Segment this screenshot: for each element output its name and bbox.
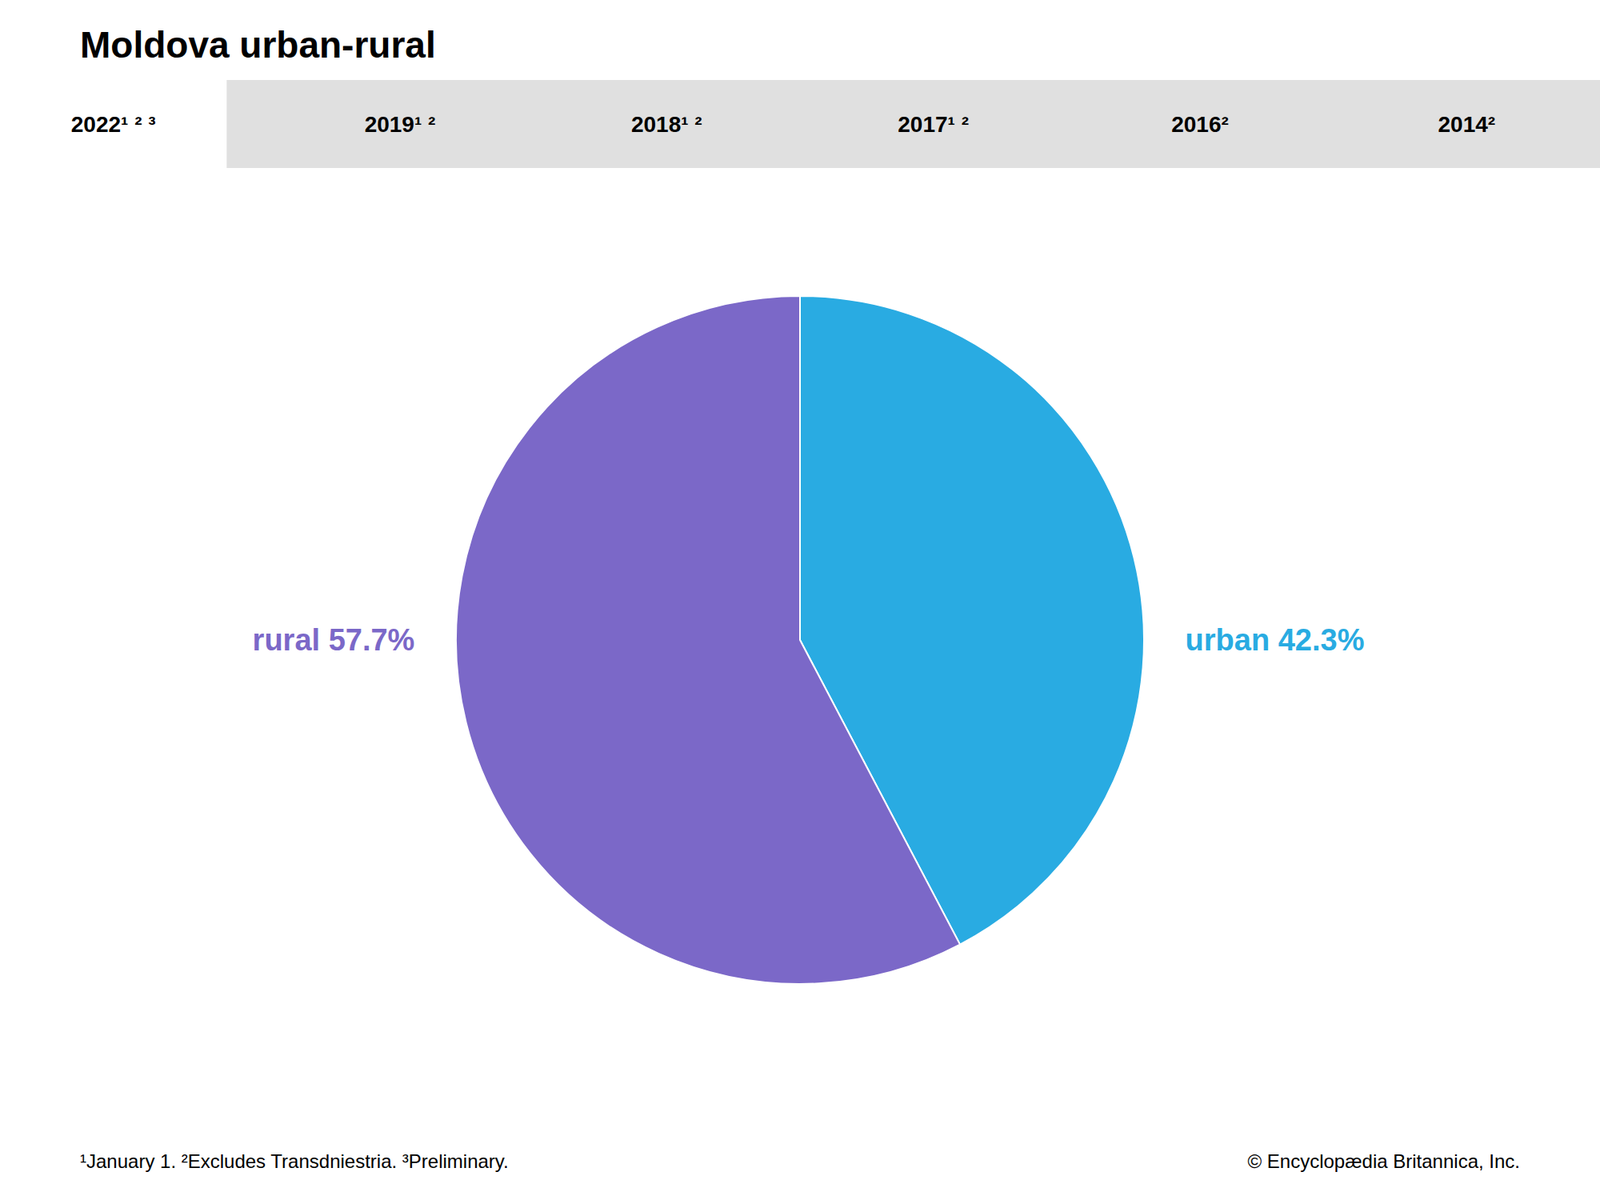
active-tab xyxy=(0,80,227,168)
footer-credit: © Encyclopædia Britannica, Inc. xyxy=(1247,1150,1520,1172)
tab-label: 2014² xyxy=(1438,112,1496,137)
tab-label: 2018¹ ² xyxy=(631,112,703,137)
slice-label: rural 57.7% xyxy=(252,623,416,657)
footer-note: ¹January 1. ²Excludes Transdniestria. ³P… xyxy=(80,1150,509,1172)
pie xyxy=(456,296,1144,984)
pie-slice xyxy=(456,296,960,984)
slice-label: urban 42.3% xyxy=(1185,623,1365,657)
tab-label: 2016² xyxy=(1171,112,1229,137)
tab-label: 2017¹ ² xyxy=(897,112,969,137)
tab-label: 2022¹ ² ³ xyxy=(71,112,156,137)
chart: Moldova urban-rural 2022¹ ² ³ 2019¹ ² 2018¹… xyxy=(0,0,1600,1200)
tab-bar xyxy=(0,80,1600,168)
tab-label: 2019¹ ² xyxy=(364,112,436,137)
title: Moldova urban-rural xyxy=(80,24,436,66)
